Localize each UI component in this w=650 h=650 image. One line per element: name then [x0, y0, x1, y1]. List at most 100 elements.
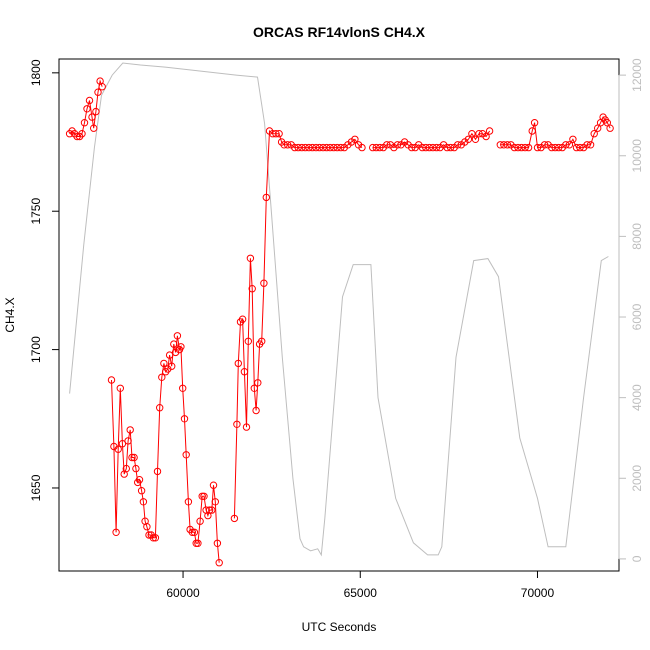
ch4-point — [240, 368, 249, 376]
ch4-point — [275, 130, 283, 138]
ch4-point — [151, 534, 160, 542]
ch4-point — [170, 340, 178, 348]
ch4-point — [322, 143, 331, 152]
ch4-point — [583, 141, 591, 149]
ch4-point — [586, 141, 595, 149]
x-tick-label: 60000 — [166, 586, 200, 600]
ch4-point — [188, 528, 197, 536]
ch4-point — [135, 476, 144, 484]
ch4-point — [238, 315, 247, 323]
y-tick-label: 1750 — [29, 198, 43, 225]
ch4-point — [85, 96, 94, 105]
ch4-point — [196, 517, 204, 525]
altitude-series-layer — [69, 62, 609, 557]
y-tick-label: 1800 — [29, 59, 43, 86]
ch4-point — [124, 437, 132, 445]
ch4-point — [330, 143, 338, 152]
ch4-point — [260, 279, 268, 287]
ch4-point — [250, 384, 259, 392]
ch4-point — [252, 406, 260, 415]
ch4-point — [524, 143, 533, 152]
ch4-point — [90, 124, 98, 132]
y2-tick-label: 4000 — [630, 384, 644, 411]
y2-tick-label: 6000 — [630, 303, 644, 330]
y-axis-left: 1650 1700 1750 1800 — [29, 59, 60, 501]
y-tick-label: 1700 — [29, 336, 43, 363]
ch4-point — [83, 105, 91, 113]
x-axis-label: UTC Seconds — [302, 620, 377, 634]
ch4-point — [168, 362, 176, 370]
ch4-point — [184, 498, 193, 506]
ch4-point — [351, 135, 359, 144]
ch4-point — [308, 143, 317, 152]
ch4-point — [230, 514, 239, 523]
ch4-point — [565, 141, 574, 149]
ch4-point — [606, 124, 614, 132]
ch4-point — [182, 451, 190, 459]
ch4-point — [88, 113, 96, 121]
ch4-point — [301, 143, 309, 152]
ch4-point — [521, 143, 529, 152]
chart-title: ORCAS RF14vlonS CH4.X — [253, 24, 426, 40]
ch4-point — [514, 143, 522, 152]
ch4-point — [280, 141, 288, 149]
ch4-point — [562, 141, 570, 149]
ch4-point — [179, 384, 187, 392]
ch4-point — [383, 141, 391, 149]
y2-tick-label: 12000 — [630, 58, 644, 92]
plot-frame — [58, 58, 620, 572]
y2-tick-label: 2000 — [630, 465, 644, 492]
y2-tick-label: 0 — [630, 555, 644, 562]
ch4-point — [454, 141, 462, 149]
ch4-point — [114, 445, 122, 453]
ch4-point — [482, 132, 490, 141]
x-axis: 60000 65000 70000 — [166, 570, 554, 600]
ch4-point — [112, 528, 120, 536]
ch4-point — [510, 143, 519, 152]
ch4-point — [272, 130, 280, 138]
ch4-point — [315, 143, 324, 152]
ch4-point — [137, 487, 146, 495]
ch4-point — [107, 376, 116, 384]
ch4-point — [283, 141, 292, 149]
ch4-point — [118, 440, 127, 448]
ch4-point — [528, 127, 536, 135]
ch4-point — [149, 534, 158, 542]
ch4-point — [126, 426, 134, 434]
ch4-point — [471, 135, 480, 144]
ch4-point — [248, 285, 256, 293]
ch4-point — [319, 143, 327, 152]
ch4-point — [156, 404, 164, 412]
ch4-point — [503, 141, 512, 149]
ch4-point — [393, 141, 402, 149]
ch4-point — [425, 143, 434, 152]
ch4-point — [177, 343, 185, 351]
ch4-point — [190, 528, 199, 536]
ch4-point — [78, 130, 86, 138]
ch4-point — [165, 351, 174, 359]
ch4-point — [496, 141, 504, 149]
ch4-point — [548, 143, 556, 152]
ch4-point — [422, 143, 430, 152]
ch4-point — [211, 498, 220, 506]
ch4-point — [551, 143, 559, 152]
ch4-point — [540, 141, 549, 149]
ch4-point — [305, 143, 313, 152]
ch4-point — [432, 143, 441, 152]
ch4-point — [80, 119, 89, 127]
ch4-point — [468, 130, 476, 138]
ch4-point — [369, 143, 377, 152]
ch4-point — [258, 337, 266, 345]
ch4-point — [208, 506, 216, 514]
ch4-point — [446, 143, 455, 152]
ch4-point — [209, 481, 218, 489]
ch4-point — [372, 143, 380, 152]
ch4-point — [94, 88, 102, 96]
ch4-point — [194, 539, 202, 547]
ch4-point — [213, 539, 222, 547]
ch4-point — [312, 143, 320, 152]
ch4-point — [92, 107, 100, 116]
ch4-point — [576, 143, 584, 152]
ch4-point — [233, 420, 241, 428]
